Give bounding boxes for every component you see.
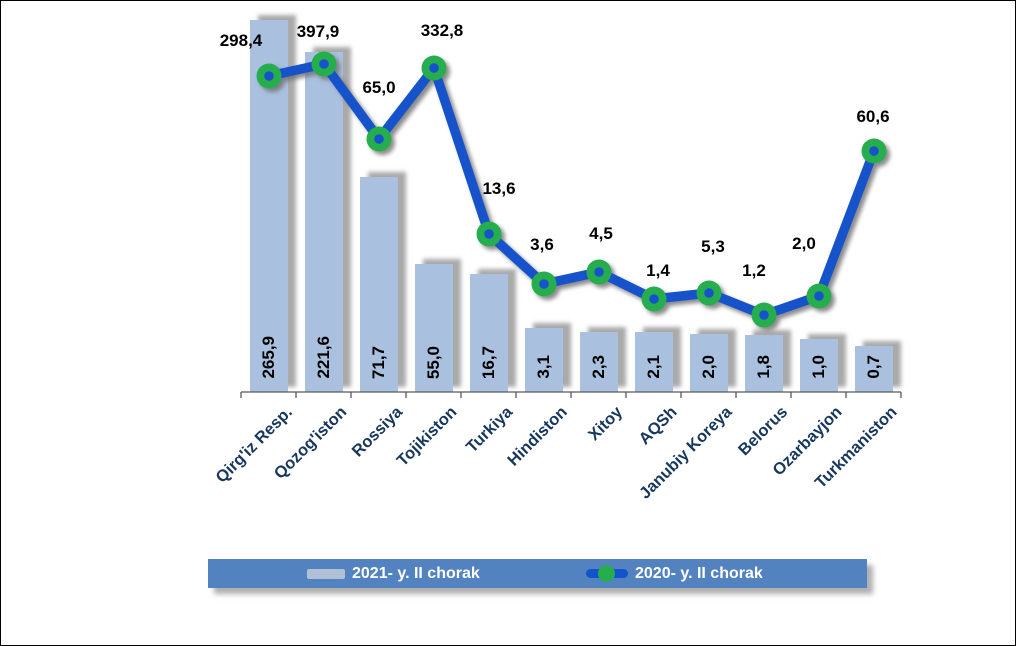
point-value-label: 4,5 <box>589 224 613 243</box>
bar-value-label: 55,0 <box>424 345 443 379</box>
bar-3 <box>360 177 398 392</box>
bar-value-label: 2,1 <box>644 355 663 379</box>
line-marker-dot <box>319 59 329 69</box>
legend-item-2020: 2020- y. II chorak <box>586 559 763 588</box>
bar-value-label: 221,6 <box>314 336 333 379</box>
legend-label-2020: 2020- y. II chorak <box>635 564 763 582</box>
legend-label-2021: 2021- y. II chorak <box>352 564 480 582</box>
bar-value-label: 16,7 <box>479 345 498 379</box>
line-marker-dot <box>429 63 439 73</box>
point-value-label: 13,6 <box>482 179 516 198</box>
line-marker-dot <box>649 294 659 304</box>
line-marker-dot <box>374 134 384 144</box>
bar-value-label: 1,8 <box>754 355 773 379</box>
point-value-label: 1,2 <box>742 261 766 280</box>
bar-7 <box>580 332 618 392</box>
line-marker-dot <box>264 71 274 81</box>
bar-8 <box>635 332 673 392</box>
bar-value-label: 3,1 <box>534 355 553 379</box>
bar-11 <box>800 339 838 392</box>
bar-5 <box>470 274 508 392</box>
line-marker-dot <box>704 288 714 298</box>
line-marker-dot <box>869 146 879 156</box>
category-axis <box>240 391 902 398</box>
point-value-label: 332,8 <box>420 21 464 40</box>
point-value-label: 60,6 <box>856 107 890 126</box>
line-marker-swatch-icon <box>598 565 615 582</box>
bar-9 <box>690 334 728 392</box>
bar-4 <box>415 264 453 392</box>
line-series <box>256 51 887 328</box>
bar-value-label: 2,0 <box>699 355 718 379</box>
axis-line <box>240 391 902 398</box>
bar-value-label: 0,7 <box>864 355 883 379</box>
bar-2 <box>305 52 343 392</box>
bar-value-label: 265,9 <box>259 336 278 379</box>
bar-series-swatch-icon <box>307 568 345 579</box>
point-value-label: 298,4 <box>219 31 263 50</box>
bar-value-label: 1,0 <box>809 355 828 379</box>
point-value-label: 3,6 <box>530 235 554 254</box>
line-marker-dot <box>484 229 494 239</box>
bar-10 <box>745 335 783 392</box>
line-marker-dot <box>759 310 769 320</box>
legend: 2021- y. II chorak 2020- y. II chorak <box>208 559 867 588</box>
bar-value-label: 71,7 <box>369 345 388 379</box>
bar-12 <box>855 346 893 392</box>
point-value-label: 2,0 <box>792 234 816 253</box>
line-marker-dot <box>539 279 549 289</box>
point-value-label: 5,3 <box>701 237 725 256</box>
point-value-label: 1,4 <box>646 261 670 280</box>
line-marker-dot <box>814 291 824 301</box>
point-value-label: 65,0 <box>362 78 396 97</box>
line-marker-dot <box>594 267 604 277</box>
bar-6 <box>525 328 563 392</box>
legend-item-2021: 2021- y. II chorak <box>307 559 480 588</box>
line-series-swatch-icon <box>586 565 628 582</box>
point-value-label: 397,9 <box>296 22 340 41</box>
bar-value-label: 2,3 <box>589 355 608 379</box>
